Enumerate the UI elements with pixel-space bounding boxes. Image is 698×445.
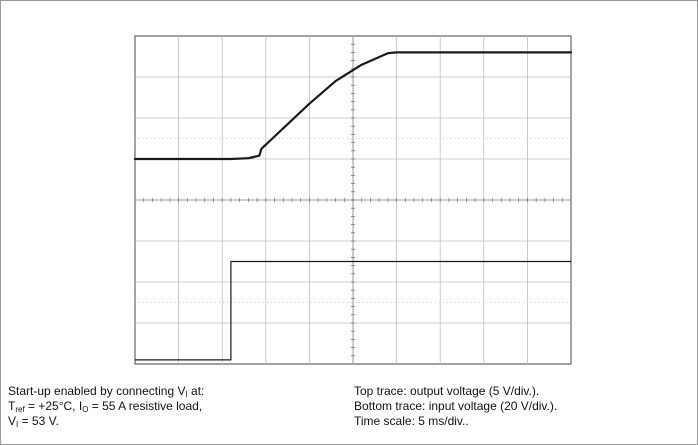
output-voltage-trace	[133, 51, 573, 161]
caption-conditions: Start-up enabled by connecting VI at: Tr…	[8, 384, 204, 429]
caption-top-trace: Top trace: output voltage (5 V/div.).	[354, 384, 540, 398]
caption-line-3: VI = 53 V.	[8, 414, 59, 429]
caption-time-scale: Time scale: 5 ms/div..	[354, 414, 469, 428]
caption-line-2: Tref = +25°C, IO = 55 A resistive load,	[8, 399, 203, 414]
oscilloscope-plot	[133, 35, 573, 365]
traces	[133, 51, 573, 361]
caption-line-1: Start-up enabled by connecting VI at:	[8, 384, 205, 399]
caption-traces: Top trace: output voltage (5 V/div.). Bo…	[354, 384, 557, 429]
caption-bottom-trace: Bottom trace: input voltage (20 V/div.).	[354, 399, 558, 413]
input-voltage-trace	[134, 260, 572, 361]
